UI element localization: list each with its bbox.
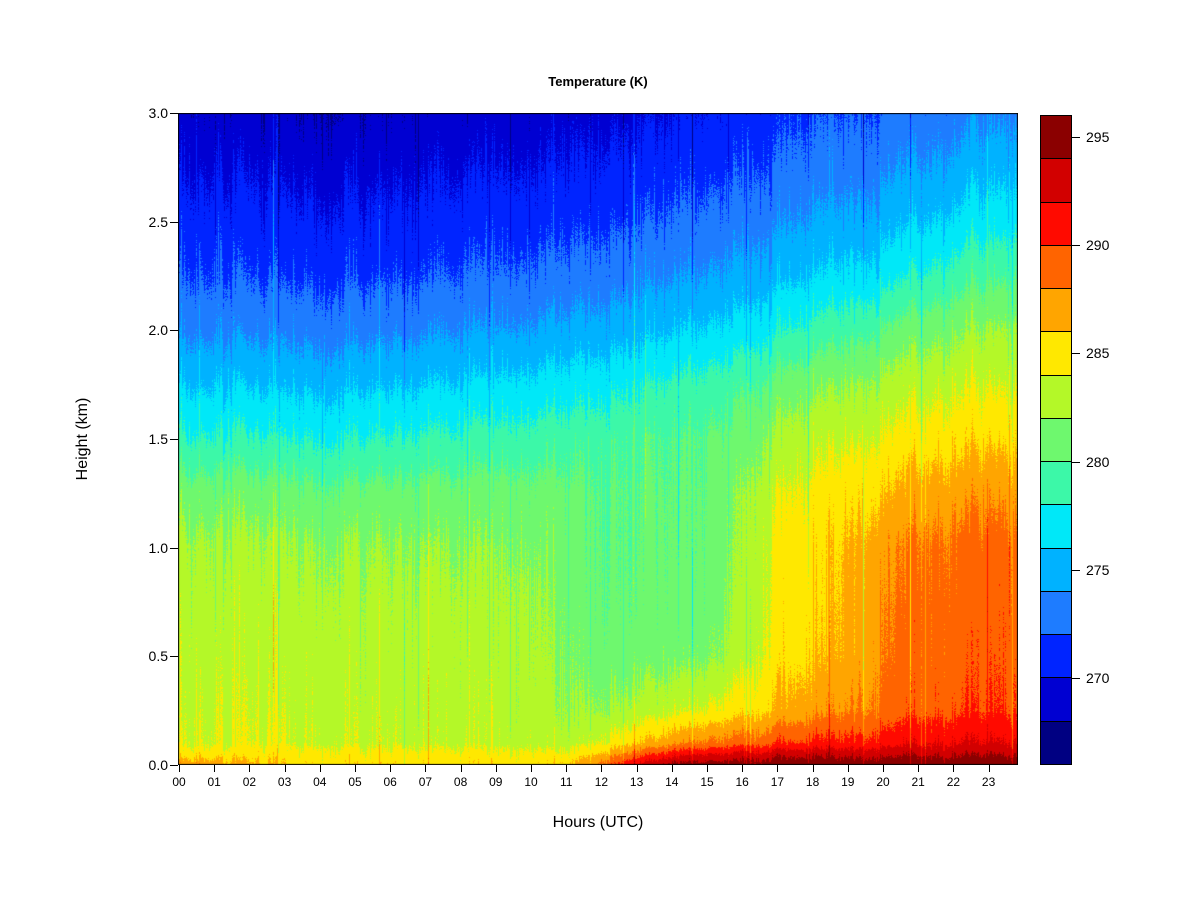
x-tick — [566, 765, 568, 772]
y-tick-label: 0.0 — [148, 757, 168, 773]
colorbar-block — [1041, 418, 1071, 463]
y-tick-label: 1.5 — [148, 431, 168, 447]
y-tick — [170, 113, 178, 114]
x-tick-label: 06 — [383, 775, 397, 789]
x-tick — [425, 765, 427, 772]
y-axis-label: Height (km) — [74, 397, 91, 481]
colorbar-block — [1041, 462, 1071, 506]
x-tick-label: 16 — [735, 775, 749, 789]
x-tick — [883, 765, 884, 772]
x-tick-label: 09 — [489, 775, 503, 789]
colorbar-tick — [1072, 678, 1080, 680]
colorbar-block — [1041, 159, 1071, 203]
colorbar-block — [1041, 116, 1071, 160]
x-tick-label: 13 — [629, 775, 644, 789]
y-tick — [170, 439, 178, 440]
y-tick-label: 0.5 — [148, 648, 168, 665]
x-tick-label: 08 — [453, 775, 468, 789]
x-tick — [531, 765, 532, 772]
colorbar-tick — [1072, 136, 1080, 138]
colorbar-tick-label: 280 — [1086, 453, 1110, 470]
x-tick-label: 11 — [559, 775, 573, 789]
colorbar-block — [1041, 678, 1071, 722]
colorbar-tick — [1072, 570, 1080, 571]
x-tick — [777, 765, 779, 772]
colorbar-block — [1041, 721, 1071, 764]
colorbar-tick-label: 295 — [1086, 128, 1110, 145]
colorbar-block — [1041, 245, 1071, 290]
x-tick — [601, 765, 603, 772]
x-tick-label: 07 — [418, 775, 433, 789]
x-tick-label: 01 — [207, 775, 221, 789]
colorbar-block — [1041, 548, 1071, 592]
x-tick — [636, 765, 638, 772]
colorbar-tick-label: 290 — [1086, 237, 1110, 253]
x-tick — [671, 765, 673, 772]
x-tick-label: 03 — [277, 775, 292, 789]
colorbar-tick — [1072, 353, 1080, 355]
x-tick — [918, 765, 920, 772]
colorbar-block — [1041, 635, 1071, 679]
x-tick-label: 02 — [242, 775, 257, 789]
x-tick-label: 10 — [524, 775, 538, 789]
x-tick-label: 22 — [946, 775, 961, 789]
colorbar-tick-label: 275 — [1086, 562, 1110, 578]
x-tick-label: 19 — [841, 775, 855, 789]
x-tick-label: 12 — [594, 775, 609, 789]
x-tick-label: 15 — [700, 775, 714, 789]
x-tick — [179, 765, 180, 772]
colorbar-block — [1041, 202, 1071, 246]
x-tick — [460, 765, 462, 772]
x-tick-label: 23 — [981, 775, 996, 789]
x-tick-label: 17 — [770, 775, 785, 789]
colorbar-block — [1041, 375, 1071, 419]
x-tick — [847, 765, 849, 772]
x-tick — [214, 765, 216, 772]
colorbar-tick-label: 270 — [1086, 670, 1110, 687]
x-tick — [953, 765, 955, 772]
y-tick — [170, 330, 178, 332]
plot-title: Temperature (K) — [548, 74, 648, 89]
x-tick — [355, 765, 356, 772]
x-tick — [319, 765, 321, 772]
x-tick-label: 18 — [805, 775, 820, 789]
y-tick-label: 2.0 — [148, 322, 168, 339]
x-tick-label: 05 — [348, 775, 362, 789]
x-tick-label: 00 — [172, 775, 186, 789]
y-tick-label: 3.0 — [148, 105, 168, 121]
colorbar-tick-label: 285 — [1086, 345, 1110, 362]
colorbar-block — [1041, 505, 1071, 549]
x-tick — [495, 765, 497, 772]
heatmap-canvas — [178, 113, 1018, 765]
x-tick — [390, 765, 392, 772]
colorbar — [1040, 115, 1072, 765]
x-tick-label: 21 — [911, 775, 925, 789]
x-tick — [284, 765, 286, 772]
x-tick — [707, 765, 708, 772]
y-tick — [170, 221, 178, 223]
x-tick — [988, 765, 990, 772]
colorbar-block — [1041, 289, 1071, 333]
x-tick — [249, 765, 251, 772]
colorbar-block — [1041, 332, 1071, 376]
y-tick — [170, 547, 178, 549]
x-tick-label: 04 — [313, 775, 327, 789]
y-tick-label: 1.0 — [148, 539, 168, 556]
y-tick-label: 2.5 — [148, 213, 168, 230]
x-tick-label: 20 — [876, 775, 890, 789]
colorbar-tick — [1072, 245, 1080, 246]
x-axis-label: Hours (UTC) — [552, 814, 644, 831]
y-tick — [170, 765, 178, 766]
x-tick — [742, 765, 744, 772]
x-tick — [812, 765, 814, 772]
colorbar-block — [1041, 591, 1071, 636]
colorbar-tick — [1072, 461, 1080, 463]
y-tick — [170, 656, 178, 658]
x-tick-label: 14 — [665, 775, 679, 789]
